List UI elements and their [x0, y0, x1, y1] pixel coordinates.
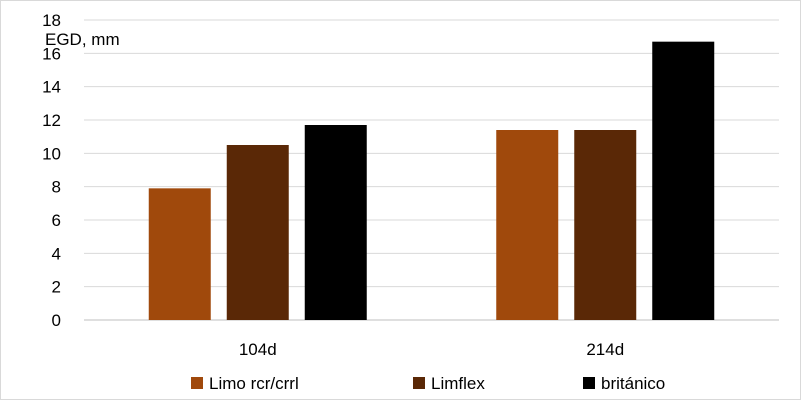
x-tick-label: 104d	[239, 340, 277, 359]
y-tick-label: 0	[52, 311, 61, 330]
legend-label: Limo rcr/crrl	[209, 374, 299, 393]
y-axis: 0 2 4 6 8 10 12 14 16 18	[42, 11, 61, 330]
y-tick-label: 16	[42, 44, 61, 63]
legend-swatch	[191, 377, 203, 389]
y-tick-label: 8	[52, 178, 61, 197]
legend-swatch	[583, 377, 595, 389]
y-tick-label: 10	[42, 144, 61, 163]
bar	[496, 130, 559, 320]
x-axis: 104d 214d	[239, 340, 624, 359]
legend: Limo rcr/crrl Limflex británico	[191, 374, 665, 393]
y-tick-label: 4	[52, 244, 61, 263]
bar	[574, 130, 637, 320]
y-axis-label: EGD, mm	[45, 30, 120, 49]
bars	[148, 41, 715, 321]
x-tick-label: 214d	[586, 340, 624, 359]
y-tick-label: 18	[42, 11, 61, 30]
y-tick-label: 12	[42, 111, 61, 130]
bar	[226, 145, 289, 320]
y-tick-label: 14	[42, 78, 61, 97]
legend-label: británico	[601, 374, 665, 393]
legend-label: Limflex	[431, 374, 485, 393]
bar	[304, 125, 367, 320]
y-tick-label: 6	[52, 211, 61, 230]
y-tick-label: 2	[52, 278, 61, 297]
bar	[652, 41, 715, 321]
bar	[148, 188, 211, 320]
legend-swatch	[413, 377, 425, 389]
